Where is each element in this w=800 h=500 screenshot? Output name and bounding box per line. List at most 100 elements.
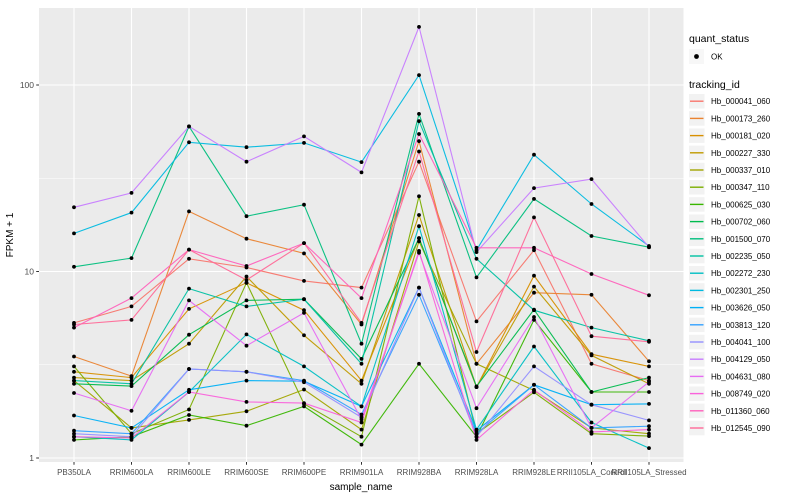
data-point-Hb_000227_330 [302, 333, 306, 338]
data-point-Hb_002301_250 [417, 73, 421, 77]
data-point-Hb_000337_010 [474, 361, 479, 366]
data-point-Hb_011360_060 [72, 325, 76, 330]
y-tick-label: 1 [29, 453, 34, 463]
data-point-Hb_004631_080 [532, 315, 536, 319]
legend-item-label: Hb_000041_060 [711, 97, 771, 106]
data-point-Hb_001500_070 [302, 202, 306, 207]
data-point-Hb_008749_020 [129, 436, 134, 440]
x-tick-label: RRIM600LE [167, 468, 211, 477]
data-point-Hb_000227_330 [359, 381, 364, 386]
data-point-Hb_012545_090 [532, 215, 536, 220]
x-tick-label: PB350LA [57, 468, 91, 477]
data-point-Hb_003813_120 [474, 431, 479, 436]
data-point-Hb_000173_260 [302, 251, 306, 256]
legend-item-Hb_002301_250: Hb_002301_250 [689, 283, 771, 298]
y-axis-title: FPKM + 1 [5, 212, 16, 257]
data-point-Hb_011360_060 [417, 132, 421, 136]
legend-item-label: Hb_000625_030 [711, 200, 771, 209]
data-point-Hb_002235_050 [302, 297, 306, 302]
data-point-Hb_004129_050 [474, 250, 479, 255]
data-point-Hb_002272_230 [244, 332, 249, 337]
legend-item-label: Hb_004129_050 [711, 355, 771, 364]
data-point-Hb_002235_050 [474, 256, 479, 261]
data-point-Hb_001500_070 [417, 112, 421, 116]
data-point-Hb_000041_060 [589, 361, 594, 366]
data-point-Hb_000337_010 [187, 418, 191, 422]
data-point-Hb_000625_030 [417, 361, 421, 366]
data-point-Hb_002272_230 [417, 224, 421, 229]
data-point-Hb_004631_080 [589, 426, 594, 430]
data-point-Hb_004631_080 [474, 406, 479, 411]
data-point-Hb_000337_010 [302, 387, 306, 392]
data-point-Hb_000173_260 [589, 292, 594, 297]
data-point-Hb_004041_100 [302, 380, 306, 385]
x-tick-label: RRIM928BA [397, 468, 442, 477]
legend-item-label: Hb_003813_120 [711, 321, 771, 330]
data-point-Hb_000702_060 [72, 381, 76, 386]
data-point-Hb_001500_070 [244, 214, 249, 219]
data-point-Hb_012545_090 [647, 339, 651, 344]
data-point-Hb_000041_060 [417, 159, 421, 164]
data-point-Hb_000337_010 [417, 239, 421, 244]
data-point-Hb_002301_250 [589, 202, 594, 206]
data-point-Hb_003626_050 [474, 428, 479, 433]
legend-item-label: Hb_001500_070 [711, 235, 771, 244]
data-point-Hb_012545_090 [417, 149, 421, 154]
data-point-Hb_011360_060 [359, 296, 364, 300]
data-point-Hb_003626_050 [647, 402, 651, 406]
data-point-Hb_000227_330 [244, 274, 249, 279]
data-point-Hb_000702_060 [187, 332, 191, 337]
data-point-Hb_002235_050 [417, 119, 421, 123]
data-point-Hb_003813_120 [359, 412, 364, 417]
data-point-Hb_008749_020 [302, 401, 306, 405]
data-point-Hb_000173_260 [417, 139, 421, 144]
data-point-Hb_000702_060 [474, 384, 479, 389]
data-point-Hb_011360_060 [474, 245, 479, 250]
data-point-Hb_000347_110 [647, 434, 651, 438]
data-point-Hb_008749_020 [417, 249, 421, 253]
legend-item-label: Hb_003626_050 [711, 304, 771, 313]
data-point-Hb_002301_250 [359, 160, 364, 165]
data-point-Hb_004129_050 [302, 134, 306, 139]
data-point-Hb_003813_120 [72, 428, 76, 433]
data-point-Hb_008749_020 [647, 427, 651, 432]
data-point-Hb_003626_050 [359, 404, 364, 409]
data-point-Hb_004129_050 [187, 124, 191, 129]
data-point-Hb_004041_100 [589, 402, 594, 407]
data-point-Hb_012545_090 [589, 334, 594, 339]
data-point-Hb_000625_030 [532, 318, 536, 322]
legend-item-label: Hb_002235_050 [711, 252, 771, 261]
legend-item-Hb_000337_010: Hb_000337_010 [689, 162, 771, 178]
data-point-Hb_000625_030 [72, 438, 76, 442]
legend-item-label: Hb_011360_060 [711, 407, 770, 416]
data-point-Hb_000702_060 [244, 298, 249, 303]
data-point-Hb_004631_080 [244, 343, 249, 348]
data-point-Hb_004041_100 [474, 434, 479, 439]
data-point-Hb_000625_030 [302, 404, 306, 409]
data-point-Hb_002301_250 [72, 231, 76, 236]
legend-item-label: Hb_002272_230 [711, 269, 771, 278]
data-point-Hb_004129_050 [244, 159, 249, 164]
data-point-Hb_002272_230 [589, 420, 594, 425]
data-point-Hb_003626_050 [72, 413, 76, 418]
data-point-Hb_000702_060 [647, 375, 651, 380]
legend-item-Hb_002235_050: Hb_002235_050 [689, 248, 771, 264]
data-point-Hb_008749_020 [359, 420, 364, 425]
x-axis-title: sample_name [330, 482, 393, 493]
quant-status-ok-label: OK [711, 53, 723, 62]
data-point-Hb_000173_260 [187, 209, 191, 214]
data-point-Hb_002235_050 [244, 304, 249, 309]
legend-item-Hb_004129_050: Hb_004129_050 [689, 352, 771, 367]
data-point-Hb_011360_060 [647, 293, 651, 298]
data-point-Hb_000227_330 [129, 378, 134, 383]
data-point-Hb_008749_020 [532, 387, 536, 392]
data-point-Hb_002301_250 [244, 145, 249, 150]
y-tick-label: 100 [20, 80, 34, 90]
legend-item-label: Hb_012545_090 [711, 424, 771, 433]
data-point-Hb_000181_020 [532, 273, 536, 278]
data-point-Hb_000347_110 [72, 364, 76, 369]
data-point-Hb_012545_090 [359, 321, 364, 325]
data-point-Hb_004631_080 [187, 298, 191, 303]
